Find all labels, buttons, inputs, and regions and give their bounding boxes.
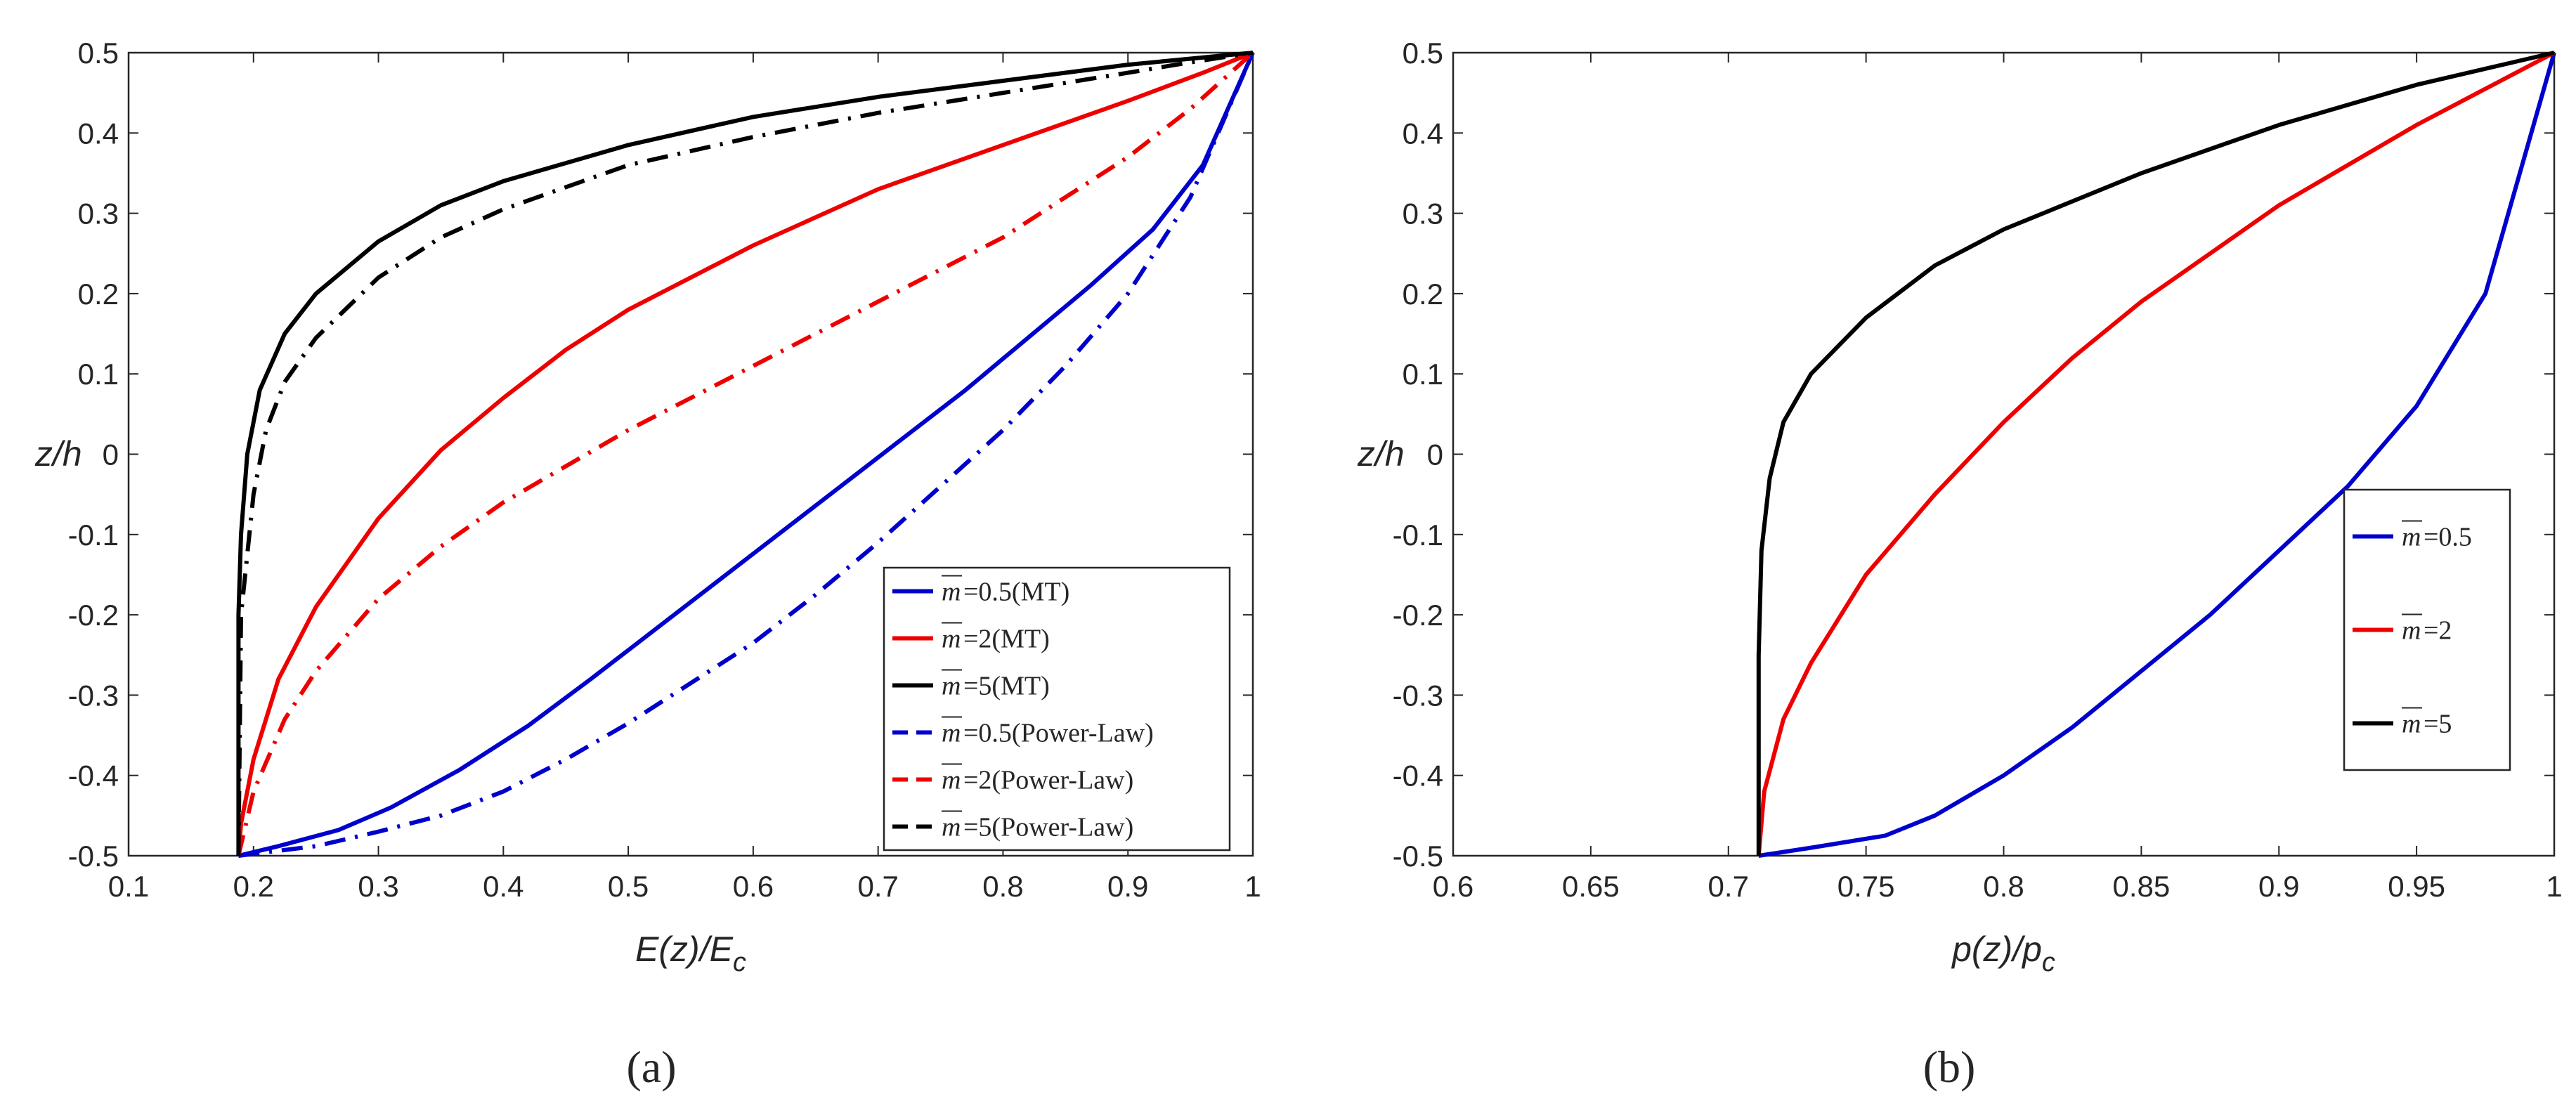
x-axis-label-a: E(z)/Ec [635,930,746,977]
x-tick-label-b: 0.65 [1562,870,1620,903]
x-tick-label-b: 0.9 [2258,870,2299,903]
y-tick-label-a: 0.2 [78,278,119,311]
legend-symbol-a-3: m [942,719,961,748]
x-tick-label-a: 0.2 [233,870,274,903]
x-tick-label-a: 0.7 [857,870,898,903]
y-tick-label-b: 0 [1427,438,1443,471]
y-tick-label-a: 0.5 [78,37,119,70]
y-tick-label-a: -0.2 [68,599,119,632]
y-tick-label-b: 0.4 [1403,117,1443,150]
x-tick-label-a: 0.1 [108,870,149,903]
chart-panel-a: 0.1 0.2 0.3 0.4 0.5 0.6 0.7 0.8 0.9 1 -0.5 -0.4 -0.3… [34,37,1261,1092]
y-tick-label-b: 0.1 [1403,358,1443,391]
legend-label-a-2: =5(MT) [963,672,1050,701]
series-line-b-2 [1756,51,2555,856]
x-axis-label-b: p(z)/pc [1951,930,2055,977]
legend-label-a-5: =5(Power-Law) [963,813,1133,842]
y-tick-label-b: -0.1 [1393,519,1443,552]
panel-caption-a: (a) [626,1042,676,1092]
legend-label-a-1: =2(MT) [963,625,1050,654]
legend-label-a-3: =0.5(Power-Law) [963,719,1154,748]
series-line-a-1 [236,51,1254,856]
x-tick-label-b: 0.85 [2113,870,2171,903]
y-tick-label-a: 0 [103,438,119,471]
y-axis-label-b: z/h [1357,434,1405,474]
y-axis-label-a: z/h [34,434,82,474]
x-tick-label-a: 0.9 [1107,870,1148,903]
series-line-a-4 [236,51,1255,856]
legend-label-a-4: =2(Power-Law) [963,766,1133,795]
y-tick-label-a: 0.3 [78,197,119,230]
y-tick-label-b: -0.4 [1393,759,1443,793]
legend-symbol-b-2: m [2402,710,2421,739]
legend-symbol-a-2: m [942,672,961,701]
y-tick-label-b: 0.2 [1403,278,1443,311]
y-tick-label-b: -0.2 [1393,599,1443,632]
legend-label-b-0: =0.5 [2424,523,2472,552]
x-tick-label-b: 0.95 [2388,870,2445,903]
y-tick-label-b: 0.5 [1403,37,1443,70]
legend-symbol-a-5: m [942,813,961,842]
legend-symbol-a-4: m [942,766,961,795]
y-tick-label-b: -0.5 [1393,840,1443,873]
x-tick-label-b: 0.6 [1433,870,1474,903]
y-tick-label-b: -0.3 [1393,679,1443,712]
y-tick-label-a: -0.3 [68,679,119,712]
x-tick-label-b: 0.8 [1983,870,2024,903]
legend-symbol-a-0: m [942,578,961,607]
y-tick-label-a: 0.1 [78,358,119,391]
x-tick-label-b: 0.75 [1837,870,1895,903]
series-line-a-5 [236,51,1254,856]
x-tick-label-b: 1 [2546,870,2562,903]
x-tick-label-b: 0.7 [1708,870,1749,903]
y-tick-label-b: 0.3 [1403,197,1443,230]
series-line-a-2 [236,51,1254,856]
legend-symbol-b-1: m [2402,616,2421,646]
x-tick-label-a: 0.6 [733,870,774,903]
legend-symbol-b-0: m [2402,523,2421,552]
x-tick-label-a: 0.4 [483,870,523,903]
y-tick-label-a: -0.4 [68,759,119,793]
y-tick-label-a: -0.1 [68,519,119,552]
legend-label-a-0: =0.5(MT) [963,578,1069,607]
y-tick-label-a: 0.4 [78,117,119,150]
legend-label-b-1: =2 [2424,616,2452,646]
y-tick-label-a: -0.5 [68,840,119,873]
x-tick-label-a: 1 [1244,870,1261,903]
legend-symbol-a-1: m [942,625,961,654]
x-tick-label-a: 0.8 [982,870,1023,903]
series-line-a-3 [238,51,1255,858]
x-tick-label-a: 0.3 [358,870,398,903]
legend-box-a [883,566,1231,852]
series-line-b-0 [1758,52,2556,858]
legend-label-b-2: =5 [2424,710,2452,739]
series-line-a-0 [238,51,1255,858]
panel-caption-b: (b) [1923,1042,1976,1092]
x-tick-label-a: 0.5 [608,870,649,903]
series-line-b-1 [1756,51,2556,856]
chart-panel-b: 0.6 0.65 0.7 0.75 0.8 0.85 0.9 0.95 1 -0.5 -0.4 -0.… [1357,37,2563,1092]
